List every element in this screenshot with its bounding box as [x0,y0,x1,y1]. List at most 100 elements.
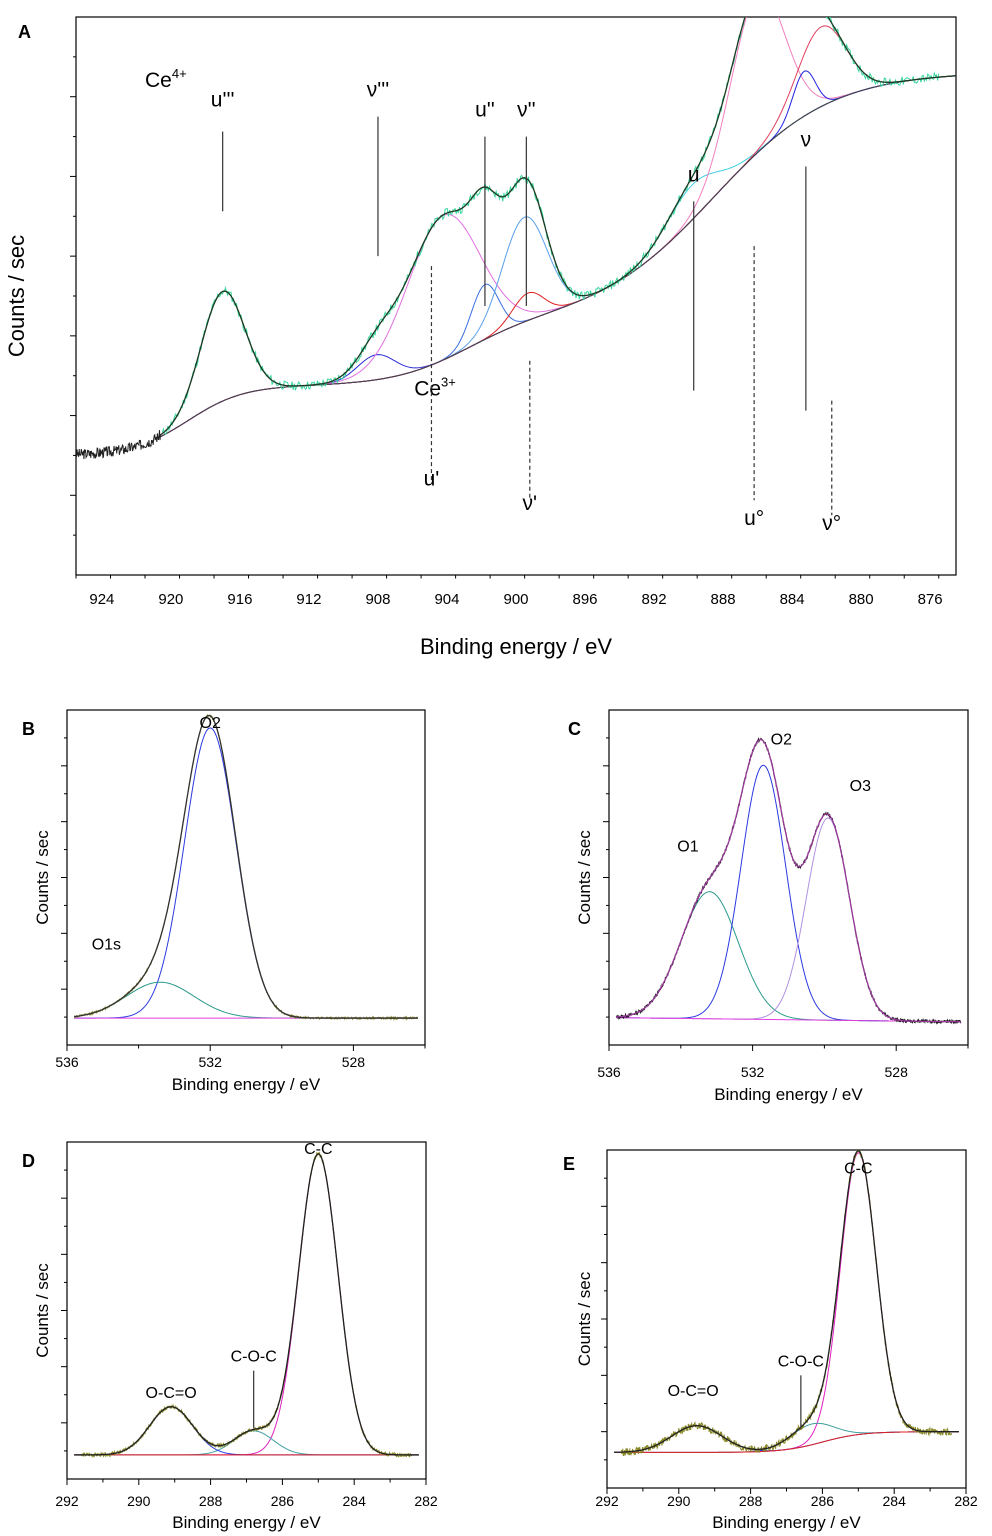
peak-label: C-O-C [778,1353,824,1370]
x-tick-label: 286 [811,1493,835,1509]
peak-label: u''' [211,89,235,112]
x-tick-label: 532 [199,1054,223,1070]
plot-frame [75,16,957,576]
x-tick-label: 288 [739,1493,763,1509]
series-raw-data [80,1151,413,1459]
peak-label: O-C=O [146,1385,197,1402]
x-axis-title: Binding energy / eV [172,1513,321,1532]
peak-label: O2 [200,715,221,732]
y-axis-title: Counts / sec [33,1263,52,1358]
curves [74,1151,419,1459]
curves [615,737,962,1025]
y-axis-title: Counts / sec [575,1271,594,1366]
oxidation-state-superscript: 4+ [172,66,187,81]
peak-label: O-C=O [668,1383,719,1400]
x-tick-label: 896 [573,591,598,608]
x-axis-title: Binding energy / eV [714,1085,863,1104]
plot-frame [66,709,426,1046]
oxidation-state-base: Ce [414,378,441,401]
peak-label: C-C [304,1141,332,1158]
x-tick-label: 528 [342,1054,366,1070]
x-tick-label: 284 [883,1493,907,1509]
peak-label: u'' [475,99,495,122]
x-tick-label: 904 [434,591,459,608]
x-tick-label: 920 [158,591,183,608]
oxidation-state-label: Ce3+ [414,375,456,401]
panel-A: A 924 920 916 912 908 904 900 896 892 888 884 880 876… [4,16,957,659]
oxidation-state-base: Ce [145,69,172,92]
peak-label: O2 [771,732,792,749]
x-tick-label: 908 [365,591,390,608]
y-axis-title: Counts / sec [33,830,52,925]
x-tick-label: 900 [503,591,528,608]
x-tick-label: 288 [199,1493,223,1509]
peak-label: u° [744,507,764,530]
x-tick-label: 892 [642,591,667,608]
series-background [614,1431,959,1453]
peak-label: O1 [677,839,698,856]
x-tick-label: 282 [954,1493,978,1509]
x-tick-label: 292 [55,1493,79,1509]
panel-D: D 292 290 288 286 284 282 Binding energy / eV Co… [22,1141,438,1532]
x-tick-label: 284 [343,1493,367,1509]
panel-letter: D [22,1151,35,1171]
series-raw-data [74,713,419,1021]
panel-E: E 292 290 288 286 284 282 Binding energy / eV Co… [563,1149,978,1532]
series-envelope-fit [74,714,418,1019]
x-tick-label: 536 [55,1054,79,1070]
x-tick-label: 532 [741,1064,765,1080]
oxidation-state-superscript: 3+ [441,375,456,390]
series-envelope-fit [616,738,961,1023]
x-tick-label: 880 [849,591,874,608]
x-axis-title: Binding energy / eV [712,1513,861,1532]
series-o1s-component [74,981,418,1019]
y-axis-title: Counts / sec [575,830,594,925]
x-tick-label: 290 [667,1493,691,1509]
series-o2-component [74,727,418,1019]
series-envelope-fit [74,1153,419,1456]
x-tick-label: 282 [414,1493,438,1509]
x-tick-label: 536 [597,1064,621,1080]
panel-letter: B [22,719,35,739]
peak-label: C-O-C [231,1349,277,1366]
peak-label: u [688,163,700,186]
curves [74,713,419,1021]
panel-C: C 536 532 528 Binding energy / eV Counts / se… [568,709,969,1104]
peak-label: C-C [844,1161,872,1178]
x-tick-label: 924 [89,591,114,608]
plot-frame [608,709,969,1046]
series-o1-component [616,891,961,1023]
plot-frame [66,1141,427,1480]
series-c-c-component [614,1152,959,1453]
x-tick-label: 884 [780,591,805,608]
x-tick-label: 290 [127,1493,151,1509]
peak-label: u' [424,467,440,490]
panel-letter: E [563,1154,575,1174]
curves [76,17,956,460]
x-axis-title: Binding energy / eV [420,634,612,659]
series--component [160,25,956,438]
panel-B: B 536 532 528 Binding energy / eV Counts / se… [22,709,426,1094]
series-o3-component [616,817,961,1023]
x-axis-title: Binding energy / eV [172,1075,321,1094]
series-envelope-fit [614,1150,959,1453]
x-tick-label: 286 [271,1493,295,1509]
oxidation-state-label: Ce4+ [145,66,187,92]
panel-letter: C [568,719,581,739]
peak-label: ν'' [517,99,536,122]
y-axis-title: Counts / sec [4,235,29,357]
series-raw-data [620,1150,953,1457]
peak-label: ν' [523,492,538,515]
x-tick-label: 292 [595,1493,619,1509]
x-tick-label: 888 [711,591,736,608]
x-tick-label: 912 [296,591,321,608]
peak-label: ν° [822,512,841,535]
series-raw-data [161,17,940,435]
series-u-component [160,17,956,438]
peak-label: ν [801,129,812,152]
panel-letter: A [18,22,31,42]
series-envelope-noisy-tail [76,430,162,460]
x-tick-label: 528 [885,1064,909,1080]
x-tick-label: 876 [918,591,943,608]
